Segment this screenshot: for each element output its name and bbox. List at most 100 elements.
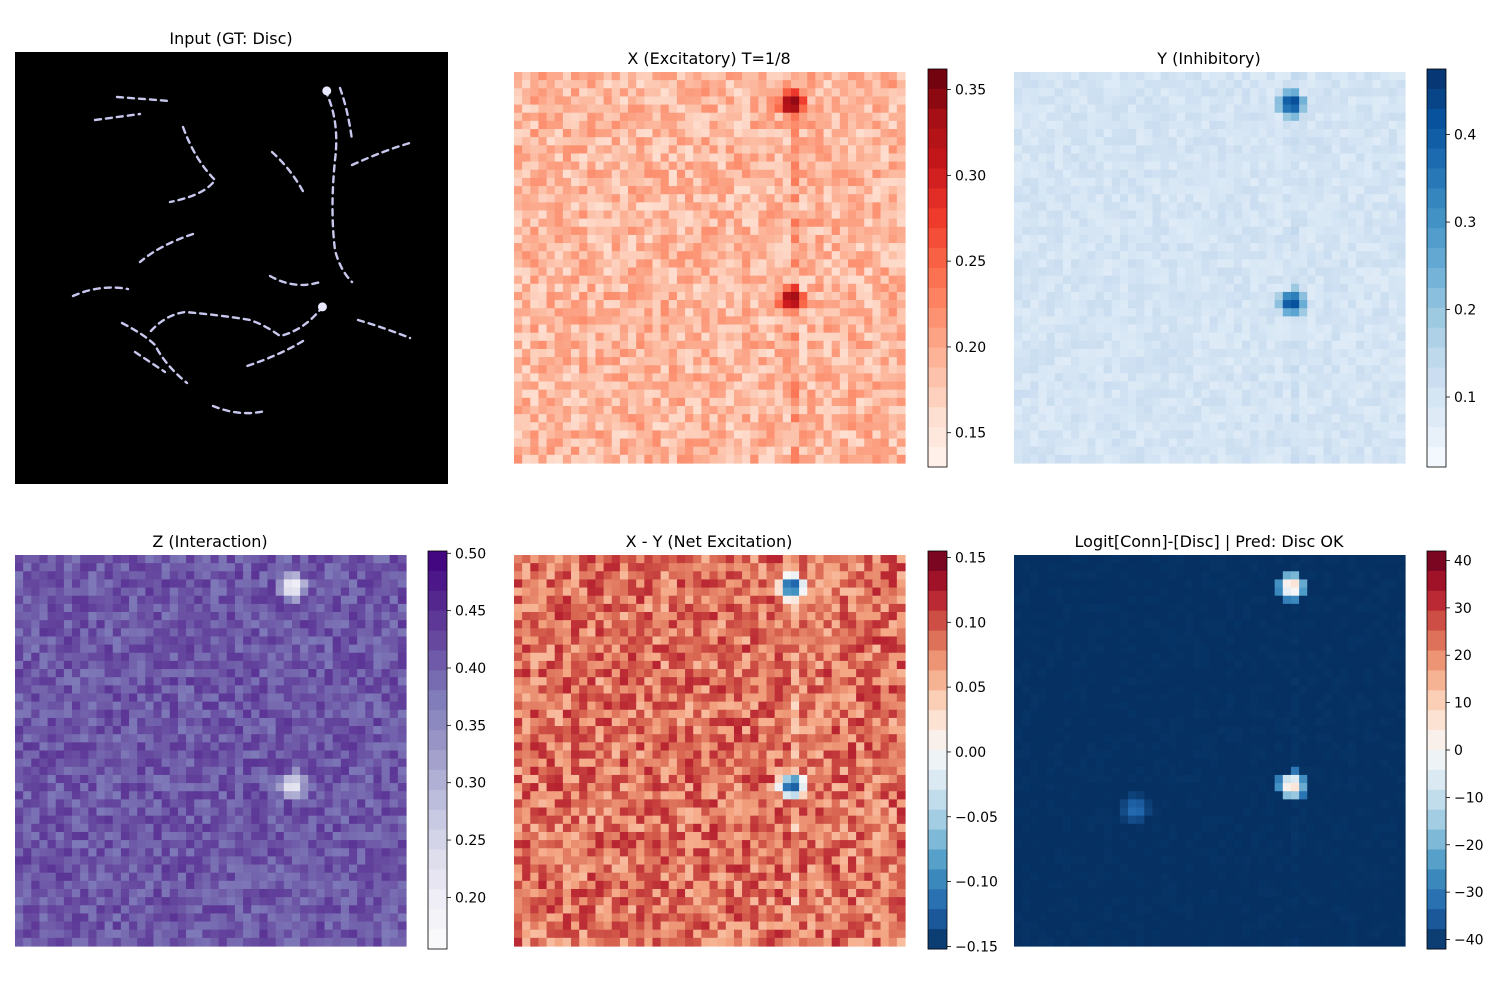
- heatmap-cell: [1152, 226, 1162, 236]
- heatmap-cell: [1331, 275, 1341, 285]
- heatmap-cell: [1233, 129, 1243, 138]
- heatmap-cell: [186, 563, 195, 572]
- heatmap-cell: [1201, 389, 1211, 399]
- heatmap-cell: [839, 96, 849, 106]
- heatmap-cell: [104, 587, 114, 597]
- heatmap-cell: [823, 308, 833, 317]
- heatmap-cell: [1347, 332, 1357, 342]
- heatmap-cell: [628, 300, 637, 309]
- heatmap-cell: [847, 283, 857, 293]
- heatmap-cell: [1347, 177, 1357, 187]
- heatmap-cell: [717, 405, 727, 415]
- heatmap-cell: [595, 283, 605, 293]
- heatmap-cell: [340, 587, 350, 597]
- heatmap-cell: [831, 194, 841, 203]
- heatmap-cell: [652, 161, 662, 171]
- heatmap-cell: [129, 595, 138, 605]
- heatmap-cell: [774, 332, 784, 342]
- heatmap-cell: [1103, 397, 1113, 407]
- heatmap-cell: [1136, 145, 1145, 155]
- heatmap-cell: [1282, 422, 1292, 432]
- heatmap-cell: [145, 563, 155, 572]
- heatmap-cell: [1079, 405, 1088, 415]
- heatmap-cell: [514, 202, 523, 212]
- heatmap-cell: [815, 145, 825, 155]
- heatmap-cell: [831, 308, 841, 317]
- heatmap-cell: [733, 145, 743, 155]
- heatmap-cell: [1299, 422, 1308, 432]
- heatmap-cell: [538, 340, 548, 350]
- colorbar-segment: [928, 248, 947, 269]
- heatmap-cell: [733, 161, 743, 171]
- heatmap-cell: [1103, 365, 1113, 374]
- heatmap-cell: [636, 259, 645, 269]
- heatmap-cell: [571, 80, 580, 89]
- heatmap-cell: [896, 365, 906, 374]
- heatmap-cell: [758, 177, 768, 187]
- heatmap-cell: [1250, 446, 1259, 456]
- colorbar: 0.150.200.250.300.35: [927, 68, 986, 468]
- heatmap-cell: [1176, 153, 1186, 163]
- heatmap-cell: [668, 348, 678, 358]
- heatmap-cell: [766, 397, 776, 407]
- heatmap-cell: [1347, 454, 1357, 464]
- heatmap-cell: [522, 381, 531, 391]
- colorbar-segment: [1427, 248, 1446, 269]
- heatmap-cell: [1128, 405, 1137, 415]
- heatmap-cell: [628, 129, 637, 138]
- heatmap-cell: [80, 603, 89, 613]
- heatmap-cell: [1364, 96, 1374, 106]
- heatmap-cell: [1250, 430, 1259, 440]
- heatmap-cell: [1225, 373, 1235, 383]
- heatmap-cell: [137, 579, 146, 589]
- heatmap-cell: [1266, 251, 1276, 260]
- panel-title: Z (Interaction): [152, 532, 267, 551]
- heatmap-cell: [725, 251, 735, 260]
- heatmap-cell: [864, 332, 874, 342]
- heatmap-cell: [1185, 340, 1194, 350]
- heatmap-cell: [701, 283, 711, 293]
- heatmap-cell: [397, 571, 407, 581]
- heatmap-cell: [1087, 210, 1097, 220]
- heatmap-cell: [1054, 186, 1064, 195]
- heatmap-cell: [571, 186, 580, 195]
- heatmap-cell: [1160, 357, 1170, 366]
- heatmap-cell: [1388, 438, 1398, 448]
- heatmap-cell: [1111, 414, 1121, 423]
- heatmap-cell: [685, 381, 694, 391]
- heatmap-cell: [701, 422, 711, 432]
- heatmap-cell: [1242, 275, 1251, 285]
- heatmap-cell: [880, 251, 890, 260]
- heatmap-cell: [571, 454, 580, 464]
- heatmap-cell: [1062, 112, 1072, 122]
- heatmap-cell: [766, 112, 776, 122]
- heatmap-cell: [1356, 72, 1365, 81]
- heatmap-cell: [1388, 153, 1398, 163]
- heatmap-cell: [72, 555, 81, 564]
- heatmap-cell: [1217, 259, 1227, 269]
- heatmap-cell: [1258, 454, 1268, 464]
- heatmap-cell: [1201, 80, 1211, 89]
- heatmap-cell: [1103, 243, 1113, 252]
- heatmap-cell: [1388, 243, 1398, 252]
- heatmap-cell: [839, 137, 849, 146]
- heatmap-cell: [571, 129, 580, 138]
- heatmap-cell: [733, 226, 743, 236]
- dashed-path: [350, 141, 412, 167]
- heatmap-cell: [530, 153, 540, 163]
- heatmap-cell: [790, 169, 800, 179]
- heatmap-cell: [1071, 104, 1080, 114]
- heatmap-cell: [1250, 243, 1259, 252]
- heatmap-cell: [1119, 72, 1129, 81]
- heatmap-cell: [1103, 153, 1113, 163]
- heatmap-cell: [1331, 112, 1341, 122]
- heatmap-cell: [1054, 153, 1064, 163]
- heatmap-cell: [693, 438, 702, 448]
- heatmap-cell: [896, 414, 906, 423]
- heatmap-cell: [636, 177, 645, 187]
- heatmap-cell: [259, 563, 269, 572]
- heatmap-cell: [1250, 454, 1259, 464]
- heatmap-cell: [685, 194, 694, 203]
- heatmap-cell: [1225, 96, 1235, 106]
- heatmap-cell: [55, 595, 65, 605]
